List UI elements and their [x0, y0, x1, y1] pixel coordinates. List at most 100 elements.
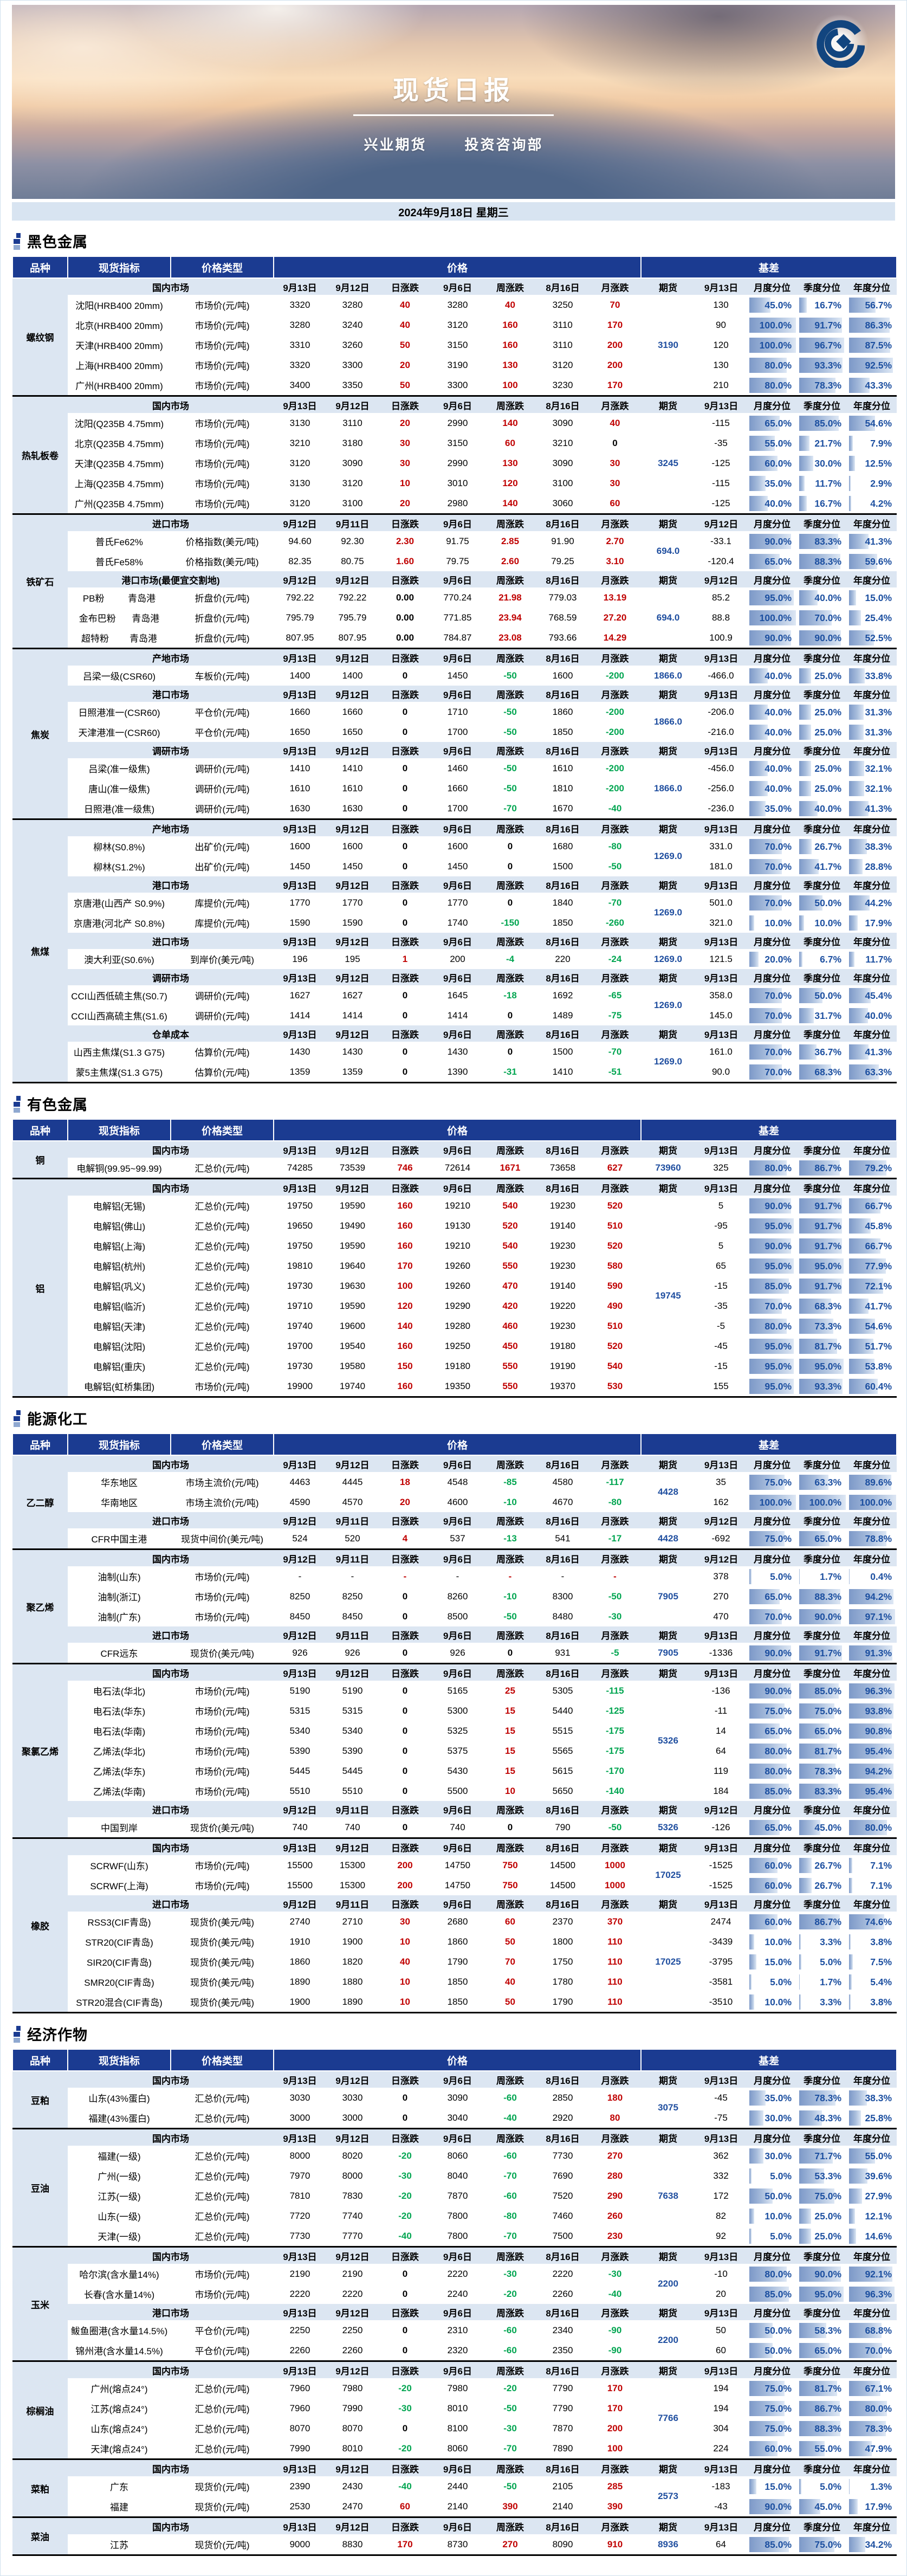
basis-cell: 130	[695, 295, 747, 315]
change-cell: 14.29	[589, 628, 641, 649]
price-cell: 3030	[326, 2088, 379, 2108]
change-cell: 520	[484, 1216, 536, 1236]
indicator-cell: 电解铝(临沂)	[68, 1296, 171, 1316]
price-cell: 1400	[274, 666, 326, 686]
change-cell: 290	[589, 2186, 641, 2206]
indicator-cell: 乙烯法(华南)	[68, 1781, 171, 1801]
change-cell: 0	[484, 1042, 536, 1062]
percentile-cell: 68.3%	[797, 1062, 847, 1083]
price-cell: 19640	[326, 1256, 379, 1276]
basis-cell: -136	[695, 1681, 747, 1701]
price-cell: 926	[274, 1643, 326, 1664]
price-cell: 79.75	[431, 551, 484, 571]
price-cell: 2340	[536, 2320, 589, 2340]
price-col-label: 9月12日	[326, 819, 379, 837]
section-title: 经济作物	[14, 2023, 906, 2044]
price-cell: 1450	[326, 856, 379, 876]
percentile-col-label: 月度分位	[747, 1838, 797, 1856]
price-cell: 14500	[536, 1855, 589, 1875]
price-type-cell: 汇总价(元/吨)	[171, 1276, 274, 1296]
basis-cell: 161.0	[695, 1042, 747, 1062]
price-cell: 15500	[274, 1855, 326, 1875]
change-cell: 110	[589, 1972, 641, 1992]
price-col-label: 月涨跌	[589, 571, 641, 587]
change-cell: -200	[589, 758, 641, 778]
price-type-cell: 市场价(元/吨)	[171, 433, 274, 453]
change-cell: -30	[379, 2166, 431, 2186]
price-col-label: 周涨跌	[484, 969, 536, 985]
indicator-cell: 电解铝(虹桥集团)	[68, 1376, 171, 1397]
section-title: 有色金属	[14, 1093, 906, 1114]
change-cell: 10	[379, 1992, 431, 2013]
change-cell: 285	[589, 2476, 641, 2496]
basis-cell: -3439	[695, 1932, 747, 1952]
price-cell: 7960	[274, 2378, 326, 2398]
price-cell: 4548	[431, 1472, 484, 1492]
percentile-cell: 75.0%	[747, 2378, 797, 2398]
price-col-label: 8月16日	[536, 819, 589, 837]
indicator-cell: 天津(熔点24°)	[68, 2438, 171, 2459]
percentile-col-label: 季度分位	[797, 2071, 847, 2088]
percentile-cell: 25.8%	[847, 2108, 897, 2129]
price-type-cell: 折盘价(元/吨)	[171, 628, 274, 649]
change-cell: -50	[484, 2476, 536, 2496]
price-cell: 19490	[326, 1216, 379, 1236]
price-cell: 926	[431, 1643, 484, 1664]
change-cell: 100	[589, 2438, 641, 2459]
price-col-label: 9月12日	[326, 649, 379, 666]
price-cell: 1359	[326, 1062, 379, 1083]
price-cell: 2430	[326, 2476, 379, 2496]
futures-cell: 4428	[641, 1528, 695, 1550]
change-cell: 200	[379, 1875, 431, 1895]
price-cell: 1770	[274, 893, 326, 913]
table-header-row: 品种现货指标价格类型价格基差	[12, 256, 897, 278]
change-cell: 0	[379, 758, 431, 778]
price-cell: 3010	[431, 473, 484, 493]
price-cell: 2370	[536, 1912, 589, 1932]
change-cell: 0	[379, 1761, 431, 1781]
futures-cell: 7905	[641, 1643, 695, 1664]
price-cell: 1680	[536, 836, 589, 856]
change-cell: -10	[484, 1586, 536, 1606]
percentile-cell: 95.0%	[797, 1356, 847, 1376]
indicator-cell: 长春(含水量14%)	[68, 2284, 171, 2304]
price-cell: 19220	[536, 1296, 589, 1316]
price-col-label: 8月16日	[536, 1025, 589, 1042]
change-cell: 140	[484, 413, 536, 433]
price-cell: 3300	[431, 375, 484, 396]
variety-label: 棕榈油	[12, 2361, 68, 2459]
price-cell: 1450	[274, 856, 326, 876]
percentile-col-label: 月度分位	[747, 742, 797, 758]
price-col-label: 8月16日	[536, 1179, 589, 1196]
variety-label: 焦炭	[12, 649, 68, 819]
price-cell: 2240	[431, 2284, 484, 2304]
price-cell: 1860	[431, 1932, 484, 1952]
change-cell: -20	[379, 2186, 431, 2206]
price-cell: 7990	[326, 2398, 379, 2418]
percentile-cell: 86.7%	[797, 1912, 847, 1932]
price-cell: 94.60	[274, 531, 326, 551]
price-cell: 19580	[326, 1356, 379, 1376]
basis-date-label: 9月13日	[695, 2361, 747, 2379]
header-basis-group: 基差	[641, 256, 897, 278]
price-type-cell: 汇总价(元/吨)	[171, 2418, 274, 2438]
change-cell: 0	[379, 985, 431, 1005]
futures-col-label: 期货	[641, 1626, 695, 1643]
percentile-cell: 55.0%	[797, 2438, 847, 2459]
price-cell: 2250	[326, 2320, 379, 2340]
price-cell: 14500	[536, 1875, 589, 1895]
header-variety: 品种	[12, 2049, 68, 2071]
price-cell: 2220	[274, 2284, 326, 2304]
price-cell: 8300	[536, 1586, 589, 1606]
price-col-label: 9月6日	[431, 2247, 484, 2264]
price-cell: 1600	[536, 666, 589, 686]
percentile-cell: 90.0%	[747, 1236, 797, 1256]
price-type-cell: 库提价(元/吨)	[171, 893, 274, 913]
change-cell: -90	[589, 2340, 641, 2361]
price-type-cell: 汇总价(元/吨)	[171, 2226, 274, 2247]
basis-cell: -183	[695, 2476, 747, 2496]
percentile-cell: 94.2%	[847, 1761, 897, 1781]
futures-cell: 7766	[641, 2378, 695, 2459]
